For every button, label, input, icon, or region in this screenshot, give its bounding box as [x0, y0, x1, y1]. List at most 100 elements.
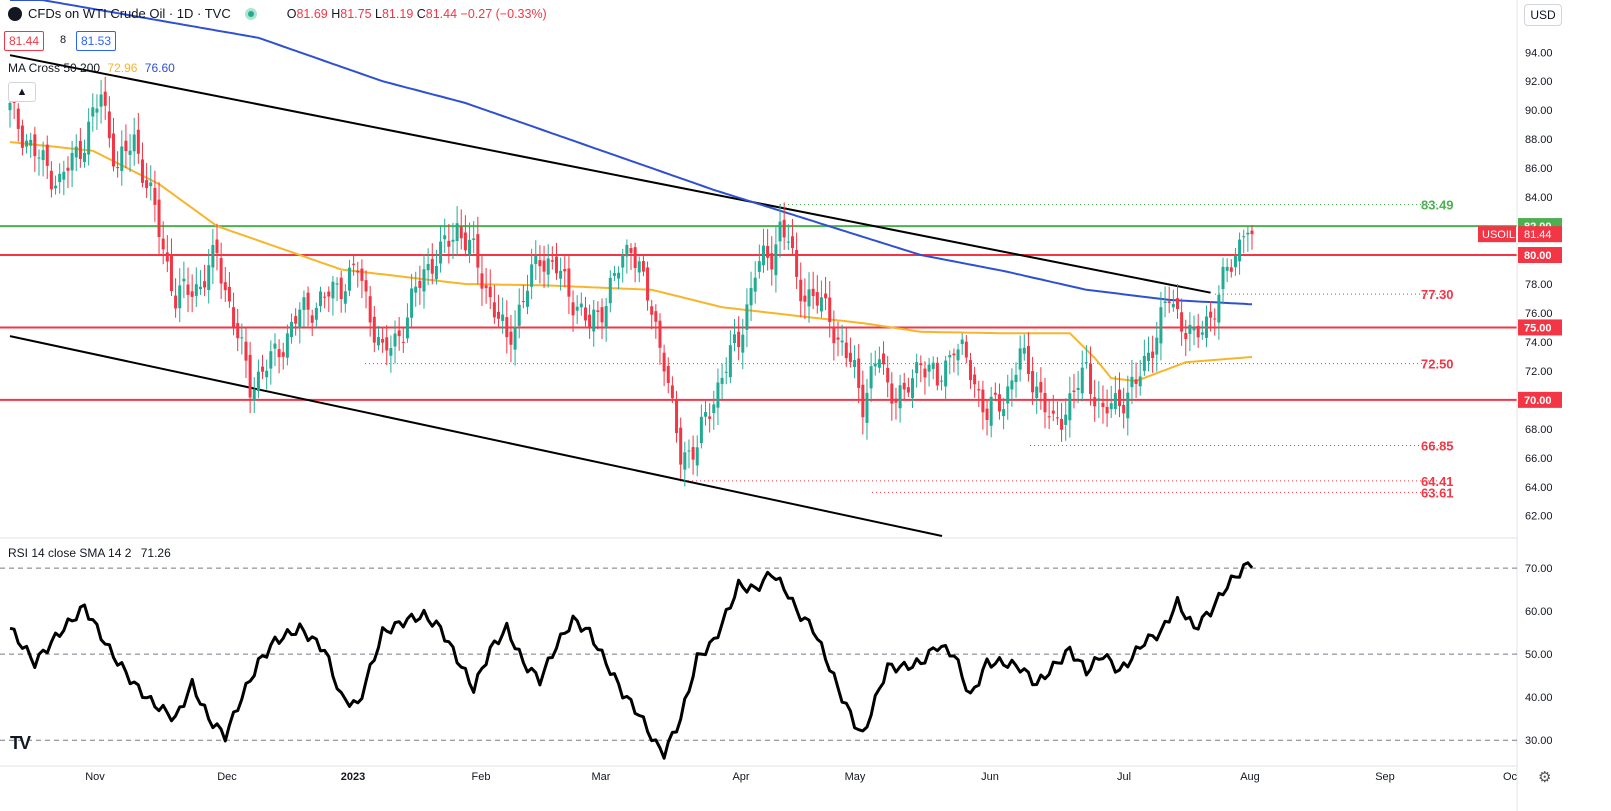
candle-body	[1060, 418, 1064, 430]
candle-body	[1238, 239, 1242, 262]
moving-averages	[9, 0, 1253, 383]
candle-body	[1068, 393, 1072, 421]
candle-body	[62, 171, 66, 180]
candle-body	[459, 226, 463, 239]
candle-body	[66, 167, 70, 171]
candle-body	[1084, 362, 1088, 364]
candle-body	[633, 247, 637, 269]
candle-body	[219, 258, 223, 284]
candle-body	[956, 349, 960, 361]
candle-body	[521, 301, 525, 303]
candle-body	[679, 427, 683, 465]
candle-body	[546, 258, 550, 275]
price-tick-label: 74.00	[1525, 337, 1553, 349]
candle-body	[1018, 348, 1022, 370]
buy-price-box[interactable]: 81.53	[76, 31, 117, 51]
candle-body	[1147, 352, 1150, 361]
candle-body	[836, 337, 840, 340]
candle-body	[882, 353, 886, 365]
trendline	[9, 335, 943, 537]
candle-body	[513, 326, 517, 350]
symbol-title[interactable]: CFDs on WTI Crude Oil · 1D · TVC	[28, 6, 231, 21]
candle-body	[488, 286, 492, 298]
candle-body	[923, 368, 927, 378]
candle-body	[915, 362, 919, 374]
candle-body	[637, 261, 641, 273]
price-tick-label: 64.00	[1525, 482, 1553, 494]
trendlines	[9, 54, 1211, 537]
candle-body	[49, 170, 53, 190]
candle-body	[393, 333, 397, 347]
candle-body	[505, 317, 509, 338]
candle-body	[811, 288, 815, 297]
symbol-badge-label: USOIL	[1482, 229, 1515, 241]
rsi-legend[interactable]: RSI 14 close SMA 14 2 71.26	[8, 546, 171, 560]
candle-body	[886, 367, 890, 383]
currency-selector[interactable]: USD	[1524, 4, 1562, 26]
candle-body	[145, 180, 149, 189]
candle-body	[1134, 379, 1138, 384]
price-tick-label: 62.00	[1525, 511, 1553, 523]
candle-body	[194, 284, 198, 296]
annotation-label: 64.41	[1421, 474, 1454, 489]
level-badge	[1518, 319, 1562, 336]
candle-body	[575, 306, 579, 311]
rsi-tick-label: 40.00	[1525, 692, 1553, 704]
price-tick-label: 92.00	[1525, 76, 1553, 88]
candle-body	[853, 360, 857, 368]
candle-body	[203, 281, 207, 288]
trendline	[9, 54, 1211, 294]
annotation-label: 77.30	[1421, 287, 1454, 302]
candle-body	[890, 383, 894, 404]
candle-body	[803, 295, 807, 302]
price-tick-label: 90.00	[1525, 105, 1553, 117]
candle-body	[389, 348, 393, 356]
candle-body	[819, 297, 823, 312]
candle-body	[472, 238, 476, 240]
candle-body	[612, 273, 616, 276]
candle-body	[236, 323, 240, 339]
candle-body	[1246, 232, 1250, 235]
time-tick-label: Jul	[1117, 771, 1131, 783]
candle-body	[650, 306, 654, 315]
candle-body	[1221, 266, 1225, 290]
candle-body	[1180, 312, 1184, 332]
candle-body	[426, 264, 430, 271]
candle-body	[294, 316, 298, 324]
candle-body	[501, 314, 505, 321]
candle-body	[112, 133, 115, 167]
candle-body	[1105, 406, 1109, 414]
candle-body	[600, 307, 604, 323]
candle-body	[1155, 337, 1159, 355]
candle-body	[1250, 230, 1254, 235]
candle-body	[1204, 316, 1208, 338]
collapse-legend-button[interactable]: ▲	[8, 82, 36, 102]
ma-indicator-legend[interactable]: MA Cross 50 200 72.96 76.60	[8, 61, 175, 75]
candle-body	[795, 249, 799, 277]
candle-body	[786, 241, 790, 243]
candle-body	[451, 239, 455, 242]
gear-icon[interactable]: ⚙	[1538, 769, 1552, 786]
candlesticks	[8, 76, 1254, 487]
sell-price-box[interactable]: 81.44	[4, 31, 45, 51]
price-tick-label: 94.00	[1525, 47, 1553, 59]
candle-body	[91, 107, 95, 117]
candle-body	[993, 392, 997, 395]
candle-body	[695, 447, 699, 466]
candle-body	[331, 281, 335, 299]
candle-body	[960, 339, 964, 345]
candle-body	[319, 291, 322, 307]
candle-body	[397, 330, 401, 337]
candle-body	[621, 254, 625, 268]
candle-body	[861, 384, 865, 418]
candle-body	[563, 268, 567, 272]
candle-body	[1118, 389, 1122, 407]
candle-body	[927, 364, 931, 372]
candle-body	[302, 297, 306, 310]
candle-body	[985, 408, 989, 421]
candle-body	[571, 302, 575, 316]
candle-body	[1022, 347, 1026, 354]
candle-body	[87, 121, 91, 155]
candle-body	[1002, 409, 1006, 417]
candle-body	[596, 310, 600, 312]
